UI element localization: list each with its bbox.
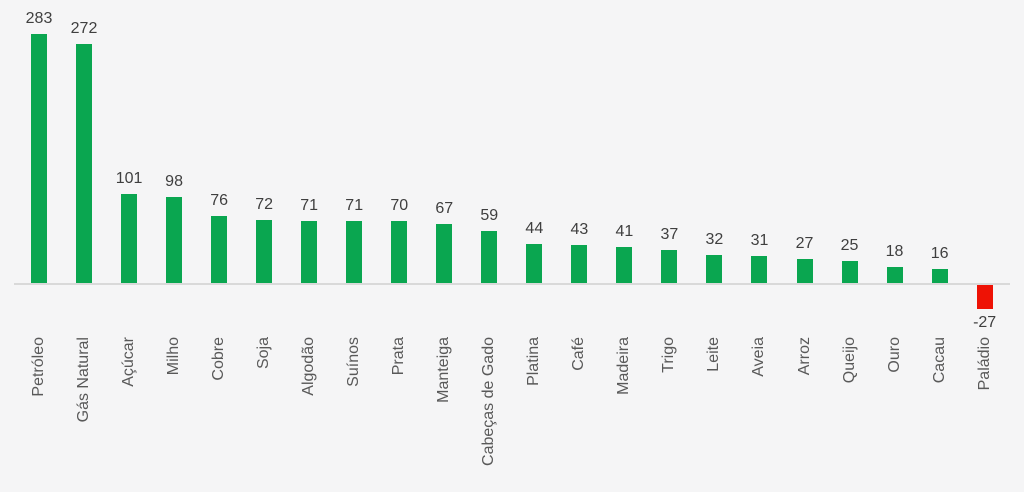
- value-label: 37: [660, 226, 679, 244]
- category-label: Soja: [255, 337, 273, 370]
- category-label: Paládio: [975, 337, 993, 391]
- category-label: Petróleo: [30, 337, 47, 397]
- value-label: -27: [973, 313, 997, 331]
- value-label: 72: [255, 195, 274, 213]
- category-label: Algodão: [300, 337, 318, 396]
- value-label: 27: [795, 235, 814, 253]
- category-label: Ouro: [885, 337, 903, 373]
- category-label: Leite: [705, 337, 723, 372]
- bar: [211, 216, 228, 283]
- bar: [841, 261, 858, 283]
- value-label: 71: [300, 196, 319, 214]
- value-label: 25: [840, 237, 859, 254]
- category-label: Arroz: [795, 337, 813, 376]
- value-label: 59: [480, 207, 499, 225]
- category-label: Queijo: [840, 337, 858, 384]
- bar: [391, 221, 408, 283]
- value-label: 283: [25, 9, 53, 27]
- value-label: 44: [525, 220, 544, 238]
- zero-axis-line: [14, 283, 1010, 285]
- category-label: Suínos: [345, 337, 363, 387]
- category-label: Milho: [165, 337, 183, 376]
- category-label: Platina: [525, 337, 543, 386]
- bar: [571, 245, 588, 283]
- bar: [931, 268, 948, 283]
- category-label: Trigo: [660, 337, 678, 373]
- value-label: 41: [615, 222, 634, 240]
- bar: [31, 33, 47, 283]
- category-label: Açúcar: [120, 337, 138, 387]
- category-label: Prata: [390, 337, 408, 376]
- value-label: 101: [115, 170, 143, 188]
- bar: [526, 244, 543, 283]
- category-label: Gás Natural: [75, 337, 93, 423]
- category-label: Aveia: [750, 337, 768, 377]
- value-label: 70: [390, 197, 409, 215]
- bar: [436, 224, 453, 283]
- category-label: Madeira: [615, 337, 633, 395]
- bar: [616, 246, 633, 283]
- value-label: 16: [930, 244, 949, 262]
- bar: [706, 254, 723, 283]
- bar: [166, 196, 183, 283]
- value-label: 98: [165, 172, 183, 190]
- value-label: 43: [570, 221, 589, 239]
- value-label: 18: [885, 243, 904, 261]
- bar: [751, 255, 768, 283]
- bar: [796, 259, 813, 283]
- bar: [976, 285, 993, 309]
- category-label: Manteiga: [435, 337, 453, 403]
- bar: [121, 194, 138, 283]
- value-label: 76: [210, 192, 228, 210]
- bar: [886, 267, 903, 283]
- bar: [661, 250, 678, 283]
- bar: [301, 220, 318, 283]
- value-label: 71: [345, 196, 364, 214]
- bar: [256, 219, 273, 283]
- value-label: 31: [750, 231, 769, 249]
- category-label: Cobre: [210, 337, 228, 381]
- bar: [481, 231, 498, 283]
- bar: [76, 43, 93, 283]
- category-label: Café: [570, 337, 588, 371]
- category-label: Cabeças de Gado: [480, 337, 498, 466]
- value-label: 67: [435, 200, 454, 218]
- value-label: 32: [705, 230, 724, 248]
- value-label: 272: [70, 19, 98, 37]
- category-label: Cacau: [930, 337, 948, 384]
- bar: [346, 220, 363, 283]
